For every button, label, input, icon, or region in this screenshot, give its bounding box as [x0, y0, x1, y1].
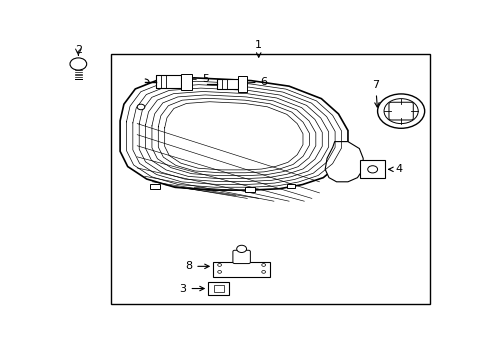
Text: 6: 6 — [242, 77, 268, 87]
Bar — [245, 187, 255, 192]
Bar — [150, 184, 160, 189]
Circle shape — [218, 264, 221, 266]
Circle shape — [137, 104, 145, 110]
Circle shape — [384, 99, 418, 123]
Circle shape — [262, 264, 266, 266]
Circle shape — [237, 245, 246, 252]
Bar — [361, 161, 385, 178]
Bar — [287, 184, 295, 188]
Text: 1: 1 — [255, 40, 262, 57]
Bar — [181, 74, 192, 90]
FancyBboxPatch shape — [233, 250, 250, 264]
Bar — [238, 76, 247, 92]
Bar — [217, 79, 238, 90]
Polygon shape — [325, 141, 363, 182]
Text: 5: 5 — [185, 74, 209, 84]
Circle shape — [262, 270, 266, 273]
Text: 8: 8 — [185, 261, 209, 271]
Bar — [208, 282, 229, 296]
Circle shape — [70, 58, 87, 70]
Bar — [156, 75, 181, 89]
Bar — [111, 54, 430, 304]
Bar — [214, 285, 224, 292]
Text: 2: 2 — [75, 45, 82, 55]
FancyBboxPatch shape — [389, 102, 413, 120]
Text: 4: 4 — [389, 164, 403, 174]
Circle shape — [378, 94, 425, 128]
Bar — [213, 262, 270, 278]
Circle shape — [368, 166, 378, 173]
Text: 7: 7 — [372, 80, 379, 107]
Circle shape — [218, 270, 221, 273]
Polygon shape — [120, 78, 348, 190]
Text: 3: 3 — [179, 284, 204, 293]
